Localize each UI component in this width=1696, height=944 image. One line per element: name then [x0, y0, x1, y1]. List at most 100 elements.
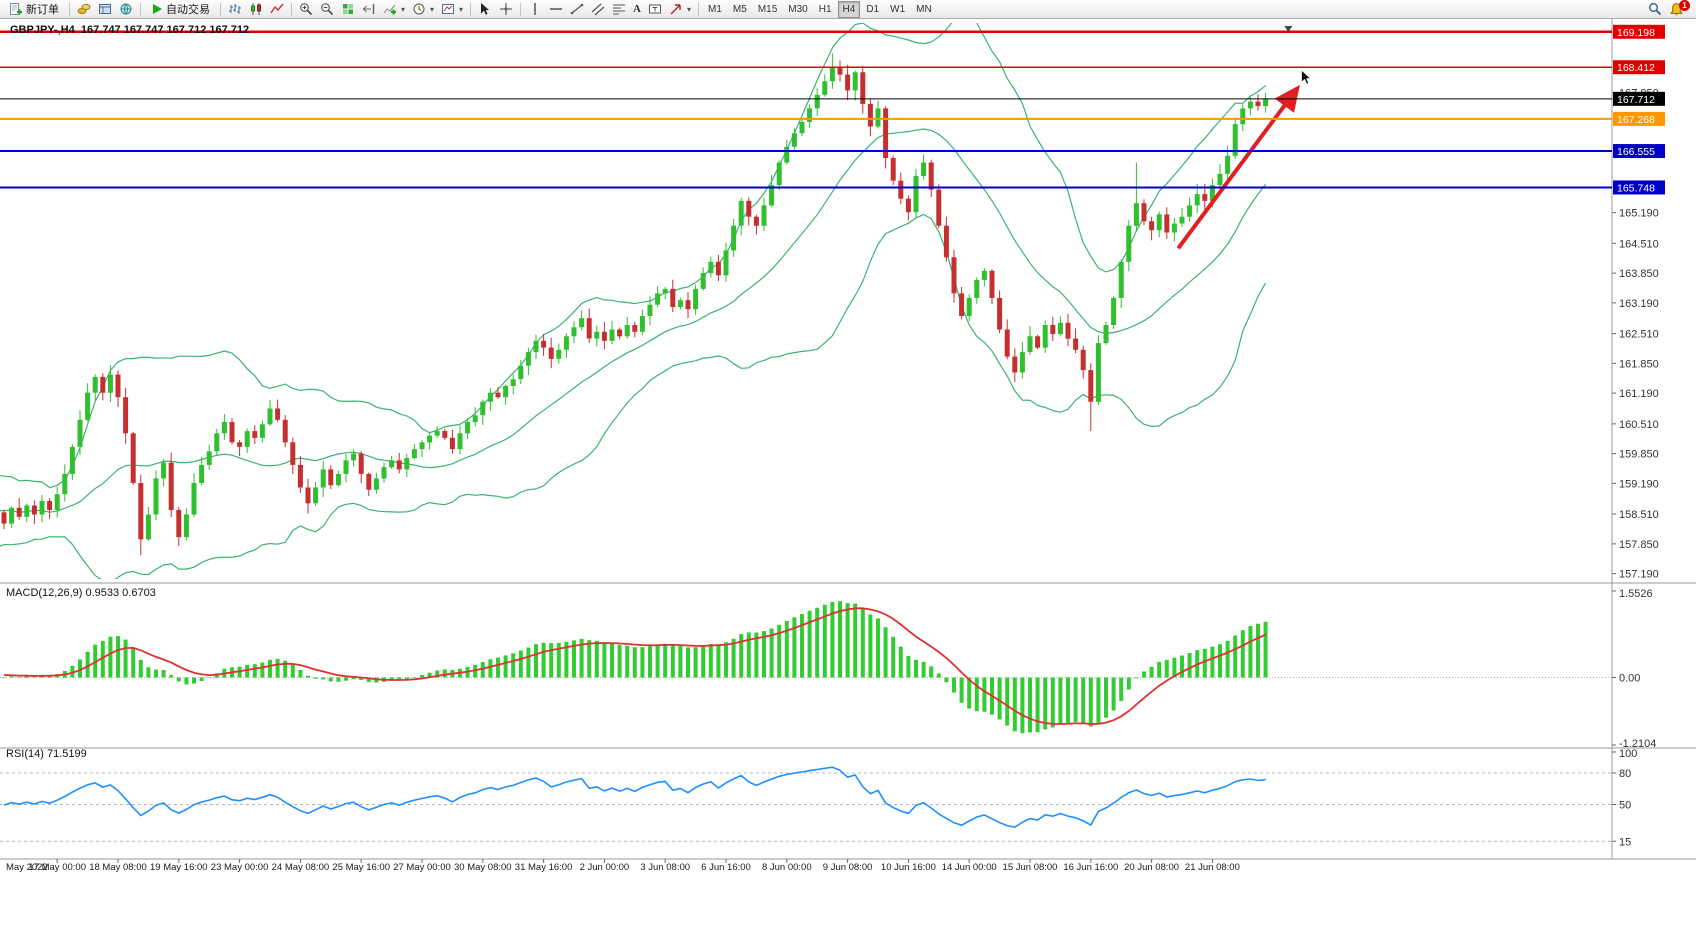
channel-button[interactable] [588, 1, 608, 18]
dropdown-caret-icon: ▾ [401, 4, 406, 14]
svg-text:80: 80 [1619, 768, 1631, 780]
search-icon [1649, 3, 1662, 16]
zoom-in-button[interactable] [296, 1, 316, 18]
svg-text:165.748: 165.748 [1617, 182, 1655, 194]
svg-text:163.850: 163.850 [1619, 268, 1659, 280]
auto-trading-button[interactable]: 自动交易 [145, 1, 216, 18]
templates-button[interactable]: ▾ [438, 1, 466, 18]
chart-area: 167.850165.190164.510163.850163.190162.5… [0, 19, 1696, 944]
svg-text:15 Jun 08:00: 15 Jun 08:00 [1003, 862, 1058, 873]
svg-text:31 May 16:00: 31 May 16:00 [515, 862, 573, 873]
svg-text:157.190: 157.190 [1619, 569, 1659, 581]
new-order-button[interactable]: 新订单 [3, 1, 65, 18]
svg-text:8 Jun 00:00: 8 Jun 00:00 [762, 862, 812, 873]
timeframe-m1[interactable]: M1 [703, 1, 727, 18]
svg-text:18 May 08:00: 18 May 08:00 [89, 862, 147, 873]
svg-text:100: 100 [1619, 748, 1637, 760]
zoom-out-icon [321, 3, 334, 16]
cursor-button[interactable] [475, 1, 495, 18]
indicator-plus-icon [383, 4, 396, 15]
horizontal-line-icon [550, 8, 563, 10]
macd-indicator-label: MACD(12,26,9) 0.9533 0.6703 [6, 587, 156, 599]
trendline-button[interactable] [567, 1, 587, 18]
svg-text:159.850: 159.850 [1619, 449, 1659, 461]
text-label-icon [649, 4, 661, 14]
svg-text:21 Jun 08:00: 21 Jun 08:00 [1185, 862, 1240, 873]
zoom-out-button[interactable] [317, 1, 337, 18]
data-window-button[interactable] [95, 1, 115, 18]
line-chart-button[interactable] [267, 1, 287, 18]
arrows-button[interactable]: ▾ [666, 1, 694, 18]
arrow-shape-icon [670, 4, 681, 15]
svg-text:9 Jun 08:00: 9 Jun 08:00 [823, 862, 873, 873]
candlestick-chart-button[interactable] [246, 1, 266, 18]
alerts-button[interactable]: 1 [1666, 0, 1690, 18]
text-icon: A [633, 3, 641, 15]
svg-text:-1.2104: -1.2104 [1619, 738, 1656, 750]
svg-text:164.510: 164.510 [1619, 238, 1659, 250]
svg-text:159.190: 159.190 [1619, 478, 1659, 490]
timeframe-m30[interactable]: M30 [783, 1, 812, 18]
search-button[interactable] [1645, 1, 1665, 18]
svg-text:161.850: 161.850 [1619, 358, 1659, 370]
channel-icon [591, 3, 605, 16]
timeframe-h1[interactable]: H1 [814, 1, 837, 18]
svg-text:30 May 08:00: 30 May 08:00 [454, 862, 512, 873]
template-icon [442, 4, 455, 14]
chart-shift-button[interactable] [359, 1, 379, 18]
svg-text:23 May 00:00: 23 May 00:00 [211, 862, 269, 873]
toolbar-separator [470, 2, 472, 16]
svg-text:14 Jun 00:00: 14 Jun 00:00 [942, 862, 997, 873]
timeframe-toolbar: M1 M5 M15 M30 H1 H4 D1 W1 MN [703, 0, 937, 18]
navigator-button[interactable] [116, 1, 136, 18]
svg-text:2 Jun 00:00: 2 Jun 00:00 [580, 862, 630, 873]
market-watch-button[interactable] [74, 1, 94, 18]
vertical-line-button[interactable] [525, 1, 545, 18]
timeframe-h4[interactable]: H4 [837, 0, 861, 18]
toolbar-separator [140, 2, 141, 16]
dropdown-caret-icon: ▾ [459, 4, 464, 14]
svg-text:163.190: 163.190 [1619, 298, 1659, 310]
indicators-button[interactable]: ▾ [380, 1, 408, 18]
notification-badge: 1 [1679, 0, 1690, 11]
horizontal-line-button[interactable] [546, 1, 566, 18]
svg-text:165.190: 165.190 [1619, 208, 1659, 220]
timeframe-d1[interactable]: D1 [861, 1, 884, 18]
line-chart-icon [270, 3, 284, 14]
timeframe-m5[interactable]: M5 [728, 1, 752, 18]
fibonacci-button[interactable] [609, 1, 629, 18]
svg-text:168.412: 168.412 [1617, 62, 1655, 74]
svg-text:158.510: 158.510 [1619, 509, 1659, 521]
svg-text:50: 50 [1619, 800, 1631, 812]
toolbar-separator [291, 2, 292, 16]
new-order-label: 新订单 [26, 4, 59, 16]
toolbar-separator [698, 2, 700, 16]
svg-text:157.850: 157.850 [1619, 539, 1659, 551]
timeframe-w1[interactable]: W1 [885, 1, 910, 18]
svg-text:0.00: 0.00 [1619, 673, 1640, 685]
trendline-icon [570, 3, 584, 15]
periods-button[interactable]: ▾ [409, 1, 437, 18]
candlestick-icon [251, 3, 261, 15]
svg-text:169.198: 169.198 [1617, 27, 1655, 39]
svg-text:27 May 00:00: 27 May 00:00 [393, 862, 451, 873]
timeframe-m15[interactable]: M15 [753, 1, 782, 18]
fibonacci-icon [613, 4, 626, 15]
chart-shift-icon [362, 4, 375, 14]
crosshair-button[interactable] [496, 1, 516, 18]
timeframe-mn[interactable]: MN [911, 1, 937, 18]
rsi-indicator-label: RSI(14) 71.5199 [6, 748, 87, 760]
bar-chart-button[interactable] [225, 1, 245, 18]
toolbar-separator [220, 2, 221, 16]
svg-text:20 Jun 08:00: 20 Jun 08:00 [1124, 862, 1179, 873]
svg-text:6 Jun 16:00: 6 Jun 16:00 [701, 862, 751, 873]
svg-text:16 Jun 16:00: 16 Jun 16:00 [1063, 862, 1118, 873]
price-chart-canvas[interactable]: 167.850165.190164.510163.850163.190162.5… [0, 19, 1696, 944]
svg-text:160.510: 160.510 [1619, 419, 1659, 431]
bar-chart-icon [229, 4, 241, 14]
auto-scroll-button[interactable] [338, 1, 358, 18]
text-button[interactable]: A [630, 1, 644, 18]
svg-text:15: 15 [1619, 836, 1631, 848]
text-label-button[interactable] [645, 1, 665, 18]
svg-text:24 May 08:00: 24 May 08:00 [272, 862, 330, 873]
